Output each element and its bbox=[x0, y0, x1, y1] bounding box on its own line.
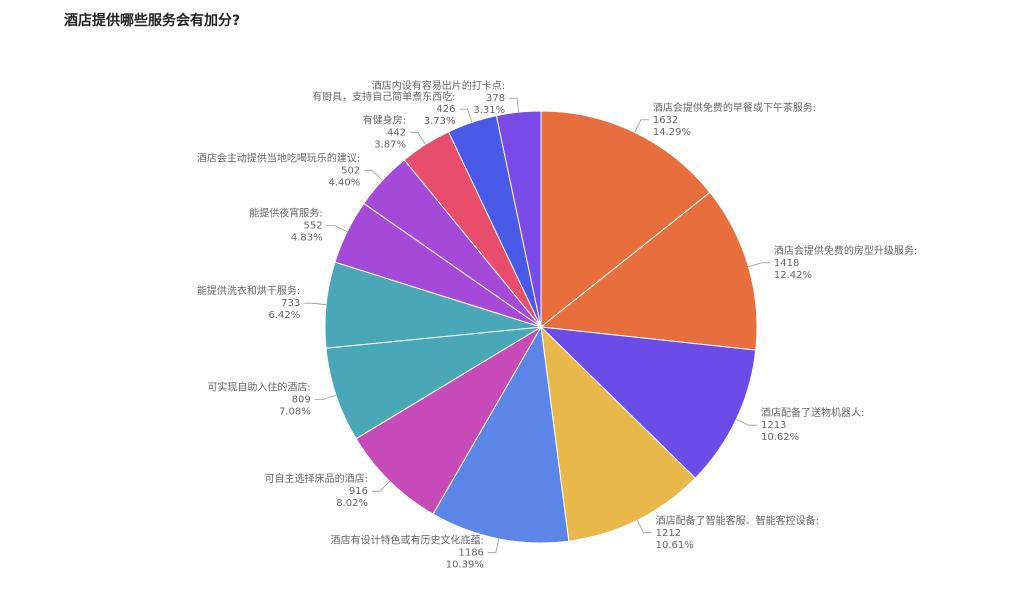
pie-slice bbox=[355, 326, 542, 515]
leader-line bbox=[748, 262, 770, 268]
slice-value: 733 bbox=[281, 298, 300, 309]
slice-percent: 3.31% bbox=[473, 105, 505, 116]
slice-value: 378 bbox=[486, 93, 505, 104]
leader-line bbox=[459, 108, 473, 123]
leader-line bbox=[487, 538, 500, 553]
slice-value: 552 bbox=[304, 221, 323, 232]
slice-percent: 4.40% bbox=[328, 178, 360, 189]
slice-label: 有健身房: bbox=[363, 114, 406, 127]
slice-label: 酒店配备了送物机器人: bbox=[761, 406, 864, 419]
slice-percent: 10.62% bbox=[761, 432, 799, 443]
slice-percent: 14.29% bbox=[653, 127, 691, 138]
slice-percent: 10.39% bbox=[446, 560, 484, 571]
slice-value: 916 bbox=[349, 486, 368, 497]
slice-label: 有厨具，支持自己简单煮东西吃: bbox=[312, 90, 455, 103]
slice-value: 1418 bbox=[774, 258, 799, 269]
chart-title: 酒店提供哪些服务会有加分? bbox=[64, 13, 241, 29]
slice-percent: 3.87% bbox=[374, 140, 406, 151]
slice-label: 能提供夜宵服务: bbox=[249, 207, 322, 220]
slice-value: 502 bbox=[341, 166, 360, 177]
slice-label: 酒店内设有容易出片的打卡点: bbox=[372, 79, 505, 92]
leader-line bbox=[304, 302, 327, 306]
slice-label: 可自主选择床品的酒店: bbox=[265, 472, 368, 485]
slice-label: 酒店会提供免费的房型升级服务: bbox=[774, 244, 917, 257]
leader-line bbox=[736, 418, 757, 426]
leader-line bbox=[637, 520, 652, 534]
slice-label: 酒店有设计特色或有历史文化底蕴: bbox=[331, 534, 484, 547]
leader-line bbox=[326, 225, 348, 233]
leader-line bbox=[364, 170, 383, 181]
slice-percent: 8.02% bbox=[336, 498, 368, 509]
slice-percent: 6.42% bbox=[268, 310, 300, 321]
slice-value: 1213 bbox=[761, 420, 786, 431]
slice-value: 1632 bbox=[653, 115, 678, 126]
pie-slice bbox=[540, 110, 711, 329]
leader-line bbox=[410, 132, 426, 145]
slice-value: 442 bbox=[387, 128, 406, 139]
slice-label: 可实现自助入住的酒店: bbox=[207, 381, 310, 394]
slice-label: 酒店配备了智能客服、智能客控设备: bbox=[656, 514, 819, 527]
slice-percent: 7.08% bbox=[279, 407, 311, 418]
slice-label: 酒店会提供免费的早餐或下午茶服务: bbox=[653, 101, 816, 114]
slice-percent: 12.42% bbox=[774, 270, 812, 281]
slice-value: 809 bbox=[292, 395, 311, 406]
leader-line bbox=[634, 119, 649, 133]
leader-line bbox=[372, 480, 391, 492]
slice-value: 426 bbox=[436, 104, 455, 115]
leader-line bbox=[314, 394, 337, 400]
slice-value: 1186 bbox=[458, 548, 483, 559]
leader-line bbox=[509, 97, 519, 113]
slice-percent: 10.61% bbox=[656, 540, 694, 551]
slice-percent: 3.73% bbox=[424, 116, 456, 127]
slice-label: 能提供洗衣和烘干服务: bbox=[197, 284, 300, 297]
pie-slice bbox=[540, 325, 697, 542]
slice-label: 酒店会主动提供当地吃喝玩乐的建议: bbox=[197, 152, 360, 165]
slice-value: 1212 bbox=[656, 528, 681, 539]
slice-percent: 4.83% bbox=[291, 233, 323, 244]
